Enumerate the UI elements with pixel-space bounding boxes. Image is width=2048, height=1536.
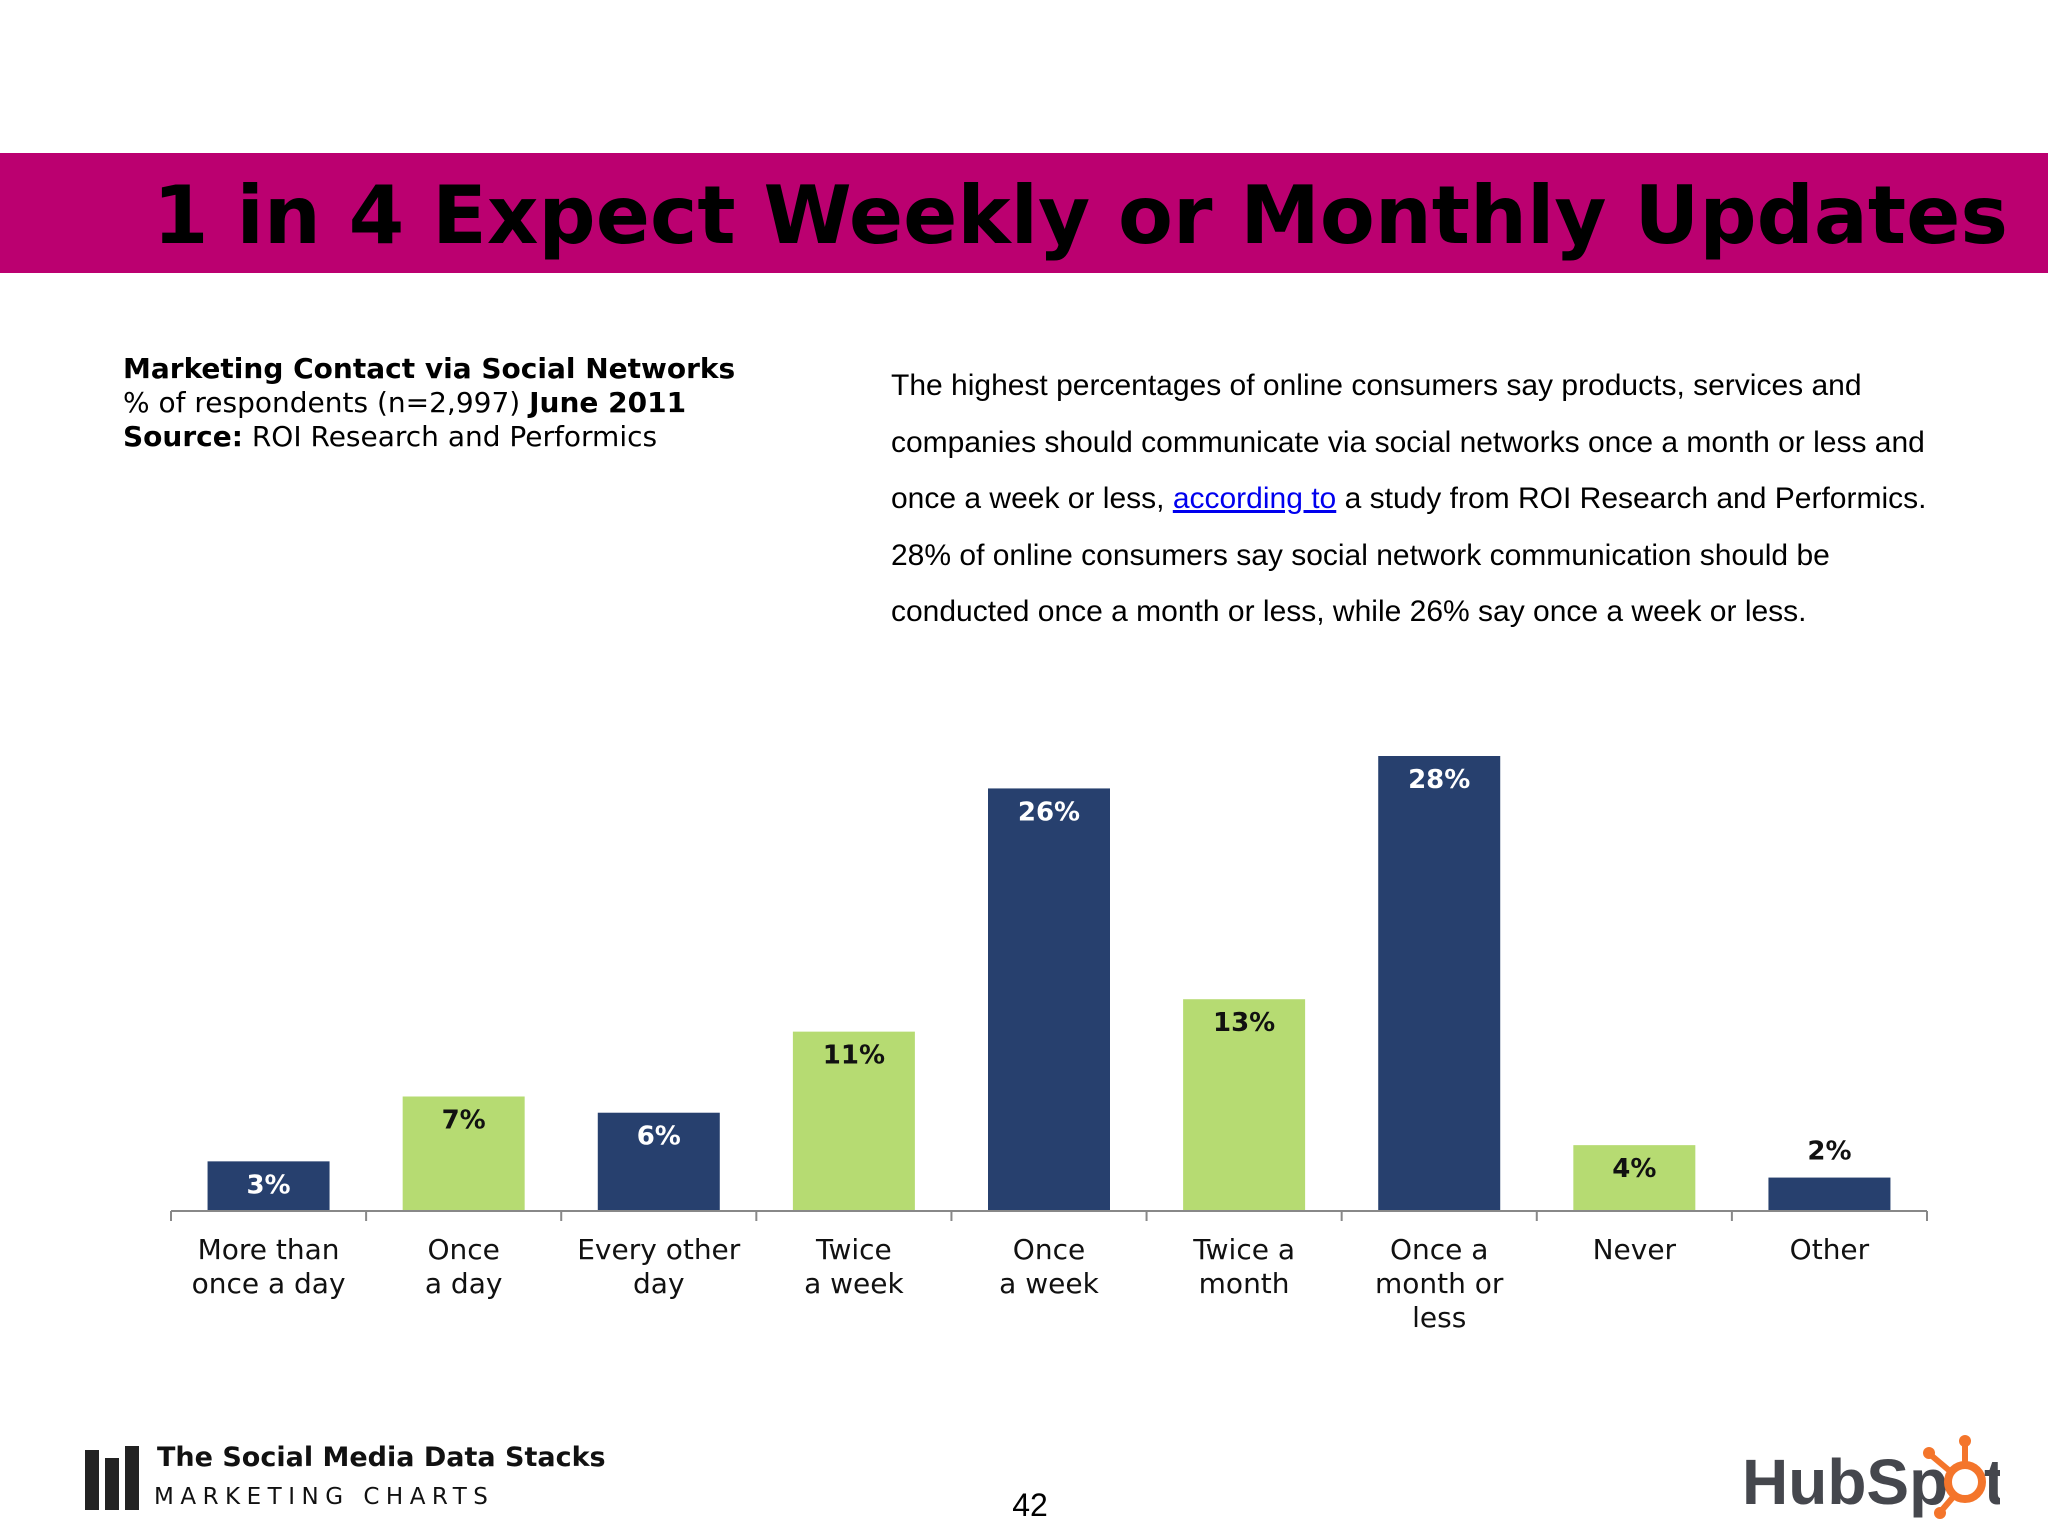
bar-data-label: 2% — [1807, 1137, 1851, 1167]
chart-heading: Marketing Contact via Social Networks % … — [123, 352, 763, 454]
x-tick-label: Once a day — [425, 1233, 503, 1300]
bar-chart: 3% More than once a day 7% Once a day 6% Every … — [170, 756, 1928, 1334]
footer-marketing-charts: MARKETING CHARTS — [154, 1484, 495, 1510]
hubspot-logo: HubSp t — [1742, 1435, 2000, 1519]
description-line: 28% of online consumers say social netwo… — [891, 538, 1830, 572]
description-text: once a week or less, — [891, 482, 1173, 515]
bar-data-label: 13% — [1213, 1008, 1275, 1038]
hubspot-sprocket-icon — [1923, 1435, 1986, 1519]
chart-title: Marketing Contact via Social Networks — [123, 352, 736, 385]
slide-title: 1 in 4 Expect Weekly or Monthly Updates — [152, 169, 2008, 262]
hubspot-logo-text-end: t — [1984, 1446, 2000, 1518]
bar-data-label: 28% — [1408, 765, 1470, 795]
bar — [207, 1161, 330, 1210]
page-number: 42 — [1012, 1487, 1048, 1523]
source-label: Source: — [123, 420, 243, 453]
bar-data-label: 26% — [1018, 797, 1080, 827]
hubspot-logo-text: HubSp — [1742, 1446, 1948, 1518]
bar-data-label: 6% — [637, 1122, 681, 1152]
source-text: ROI Research and Performics — [251, 420, 658, 453]
bar-data-label: 4% — [1612, 1154, 1656, 1184]
marketing-charts-logo-icon — [85, 1446, 139, 1510]
chart-date: June 2011 — [529, 386, 687, 419]
description-line: conducted once a month or less, while 26… — [891, 595, 1807, 628]
according-to-link[interactable]: according to — [1172, 482, 1337, 515]
bar-data-label: 11% — [823, 1041, 885, 1071]
bar — [402, 1096, 525, 1210]
x-tick-label: Twice a week — [804, 1233, 904, 1300]
x-tick-label: Other — [1790, 1233, 1870, 1266]
description-text: a study from ROI Research and Performics… — [1336, 482, 1927, 515]
title-bar: 1 in 4 Expect Weekly or Monthly Updates — [0, 153, 2048, 273]
bar-data-label: 7% — [442, 1106, 486, 1136]
x-tick-label: Never — [1593, 1233, 1677, 1266]
x-tick-label: More than once a day — [192, 1233, 346, 1300]
bar — [988, 788, 1110, 1210]
x-tick-label: Every other day — [577, 1233, 741, 1300]
bar — [1573, 1145, 1696, 1210]
description: The highest percentages of online consum… — [891, 358, 2011, 641]
description-line: once a week or less, according to a stud… — [891, 471, 2011, 528]
bar — [792, 1031, 915, 1210]
x-tick-label: Once a week — [999, 1233, 1099, 1300]
x-tick-label: Once a month or less — [1375, 1233, 1504, 1334]
bar — [1378, 756, 1501, 1210]
description-line: companies should communicate via social … — [891, 425, 1925, 459]
x-tick-label: Twice a month — [1192, 1233, 1295, 1300]
bar-data-label: 3% — [246, 1170, 290, 1200]
description-line: The highest percentages of online consum… — [891, 369, 1862, 402]
chart-subtitle: % of respondents (n=2,997) — [123, 386, 521, 419]
bar — [1183, 999, 1306, 1210]
footer-stack-title: The Social Media Data Stacks — [157, 1442, 606, 1473]
bar — [1768, 1177, 1891, 1210]
bar — [597, 1112, 720, 1210]
